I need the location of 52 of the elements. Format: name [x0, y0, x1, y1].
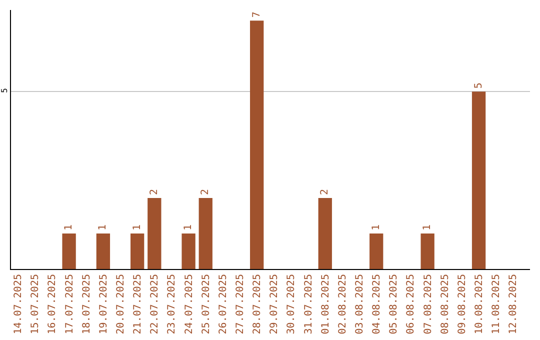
bar — [96, 234, 110, 269]
bar — [198, 198, 212, 269]
x-tick-label: 22.07.2025 — [150, 274, 161, 334]
data-label: 1 — [422, 224, 434, 231]
x-tick-label: 29.07.2025 — [269, 274, 280, 334]
data-label: 7 — [251, 12, 262, 18]
x-tick-label: 05.08.2025 — [388, 274, 400, 334]
x-tick-label: 08.08.2025 — [440, 274, 451, 334]
data-label: 2 — [200, 189, 212, 196]
x-tick-label: 15.07.2025 — [30, 274, 42, 334]
x-tick-label: 21.07.2025 — [132, 274, 144, 334]
x-tick-label: 11.08.2025 — [491, 274, 502, 334]
x-tick-label: 14.07.2025 — [13, 274, 24, 334]
x-tick-label: 20.07.2025 — [116, 274, 127, 334]
data-label: 1 — [64, 224, 75, 231]
bar — [318, 198, 332, 269]
data-label: 1 — [183, 224, 194, 231]
x-tick-label: 17.07.2025 — [64, 274, 76, 334]
x-tick-label: 24.07.2025 — [184, 274, 195, 334]
data-label: 1 — [370, 224, 382, 231]
data-label: 2 — [148, 189, 160, 196]
bar — [148, 198, 162, 269]
x-tick-label: 06.08.2025 — [406, 274, 417, 334]
x-tick-label: 10.08.2025 — [474, 274, 486, 334]
x-tick-label: 25.07.2025 — [200, 274, 212, 334]
x-tick-label: 09.08.2025 — [456, 274, 468, 334]
x-tick-label: 27.07.2025 — [235, 274, 246, 334]
x-tick-label: 12.08.2025 — [508, 274, 520, 334]
bar — [472, 92, 486, 269]
x-tick-label: 04.08.2025 — [372, 274, 383, 334]
data-label: 2 — [320, 189, 331, 196]
x-tick-label: 03.08.2025 — [354, 274, 366, 334]
data-label: 1 — [132, 224, 143, 231]
bar — [370, 234, 384, 269]
x-tick-label: 26.07.2025 — [218, 274, 229, 334]
x-tick-label: 31.07.2025 — [303, 274, 314, 334]
x-tick-label: 02.08.2025 — [337, 274, 348, 334]
x-tick-label: 23.07.2025 — [166, 274, 178, 334]
bar — [62, 234, 76, 269]
x-tick-label: 19.07.2025 — [98, 274, 110, 334]
x-tick-label: 01.08.2025 — [320, 274, 332, 334]
bar — [250, 20, 264, 269]
x-tick-label: 18.07.2025 — [81, 274, 92, 334]
x-tick-label: 30.07.2025 — [286, 274, 298, 334]
x-tick-label: 16.07.2025 — [47, 274, 58, 334]
bar — [130, 234, 144, 269]
x-tick-label: 07.08.2025 — [422, 274, 434, 334]
data-label: 5 — [473, 82, 484, 89]
data-label: 1 — [98, 224, 109, 231]
bar — [420, 234, 434, 269]
bar — [182, 234, 196, 269]
x-tick-label: 28.07.2025 — [252, 274, 264, 334]
